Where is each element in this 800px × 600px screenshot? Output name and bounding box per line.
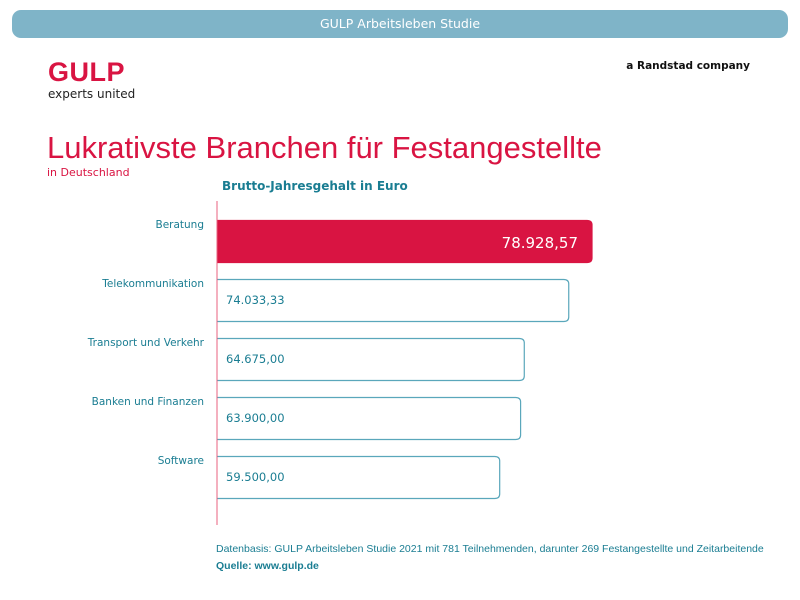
category-label: Software <box>158 455 204 467</box>
bar-1 <box>217 278 570 323</box>
data-basis-note: Datenbasis: GULP Arbeitsleben Studie 202… <box>216 543 764 555</box>
gulp-logo: GULP experts united <box>48 58 135 101</box>
bar-4 <box>217 455 501 500</box>
category-label: Banken und Finanzen <box>92 396 204 408</box>
source-note: Quelle: www.gulp.de <box>216 560 319 572</box>
chart-subtitle: in Deutschland <box>47 166 130 179</box>
logo-brand: GULP <box>48 57 126 87</box>
category-label: Telekommunikation <box>101 278 204 290</box>
value-label: 59.500,00 <box>226 470 285 484</box>
value-label: 78.928,57 <box>502 234 578 252</box>
logo-slogan: experts united <box>48 87 136 101</box>
axis-title: Brutto-Jahresgehalt in Euro <box>222 179 408 193</box>
banner: GULP Arbeitsleben Studie <box>12 10 788 38</box>
value-label: 74.033,33 <box>226 293 285 307</box>
category-label: Transport und Verkehr <box>87 337 205 349</box>
value-label: 64.675,00 <box>226 352 285 366</box>
footer: Datenbasis: GULP Arbeitsleben Studie 202… <box>216 543 792 573</box>
bar-3 <box>217 396 522 441</box>
value-label: 63.900,00 <box>226 411 285 425</box>
bar-2 <box>217 337 525 382</box>
category-label: Beratung <box>155 219 204 231</box>
chart-title: Lukrativste Branchen für Festangestellte <box>47 130 602 165</box>
company-note: a Randstad company <box>626 60 750 72</box>
bar-0 <box>217 219 593 264</box>
